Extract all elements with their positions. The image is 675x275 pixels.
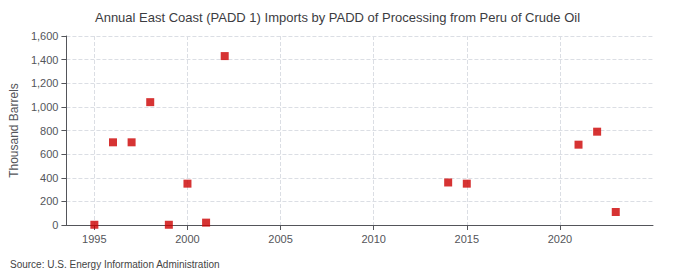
- svg-text:2015: 2015: [455, 233, 479, 245]
- svg-text:1,600: 1,600: [31, 30, 59, 42]
- svg-text:600: 600: [40, 148, 58, 160]
- svg-text:400: 400: [40, 172, 58, 184]
- svg-text:2000: 2000: [175, 233, 199, 245]
- svg-text:2010: 2010: [361, 233, 385, 245]
- svg-text:Annual East Coast (PADD 1) Imp: Annual East Coast (PADD 1) Imports by PA…: [95, 10, 580, 25]
- svg-text:800: 800: [40, 125, 58, 137]
- svg-text:200: 200: [40, 195, 58, 207]
- svg-text:0: 0: [52, 219, 58, 231]
- svg-text:1,000: 1,000: [31, 101, 59, 113]
- svg-text:Source: U.S. Energy Informatio: Source: U.S. Energy Information Administ…: [10, 259, 220, 270]
- svg-text:1,200: 1,200: [31, 77, 59, 89]
- svg-text:Thousand Barrels: Thousand Barrels: [7, 83, 21, 178]
- svg-text:1995: 1995: [82, 233, 106, 245]
- svg-text:1,400: 1,400: [31, 54, 59, 66]
- svg-text:2005: 2005: [268, 233, 292, 245]
- svg-text:2020: 2020: [548, 233, 572, 245]
